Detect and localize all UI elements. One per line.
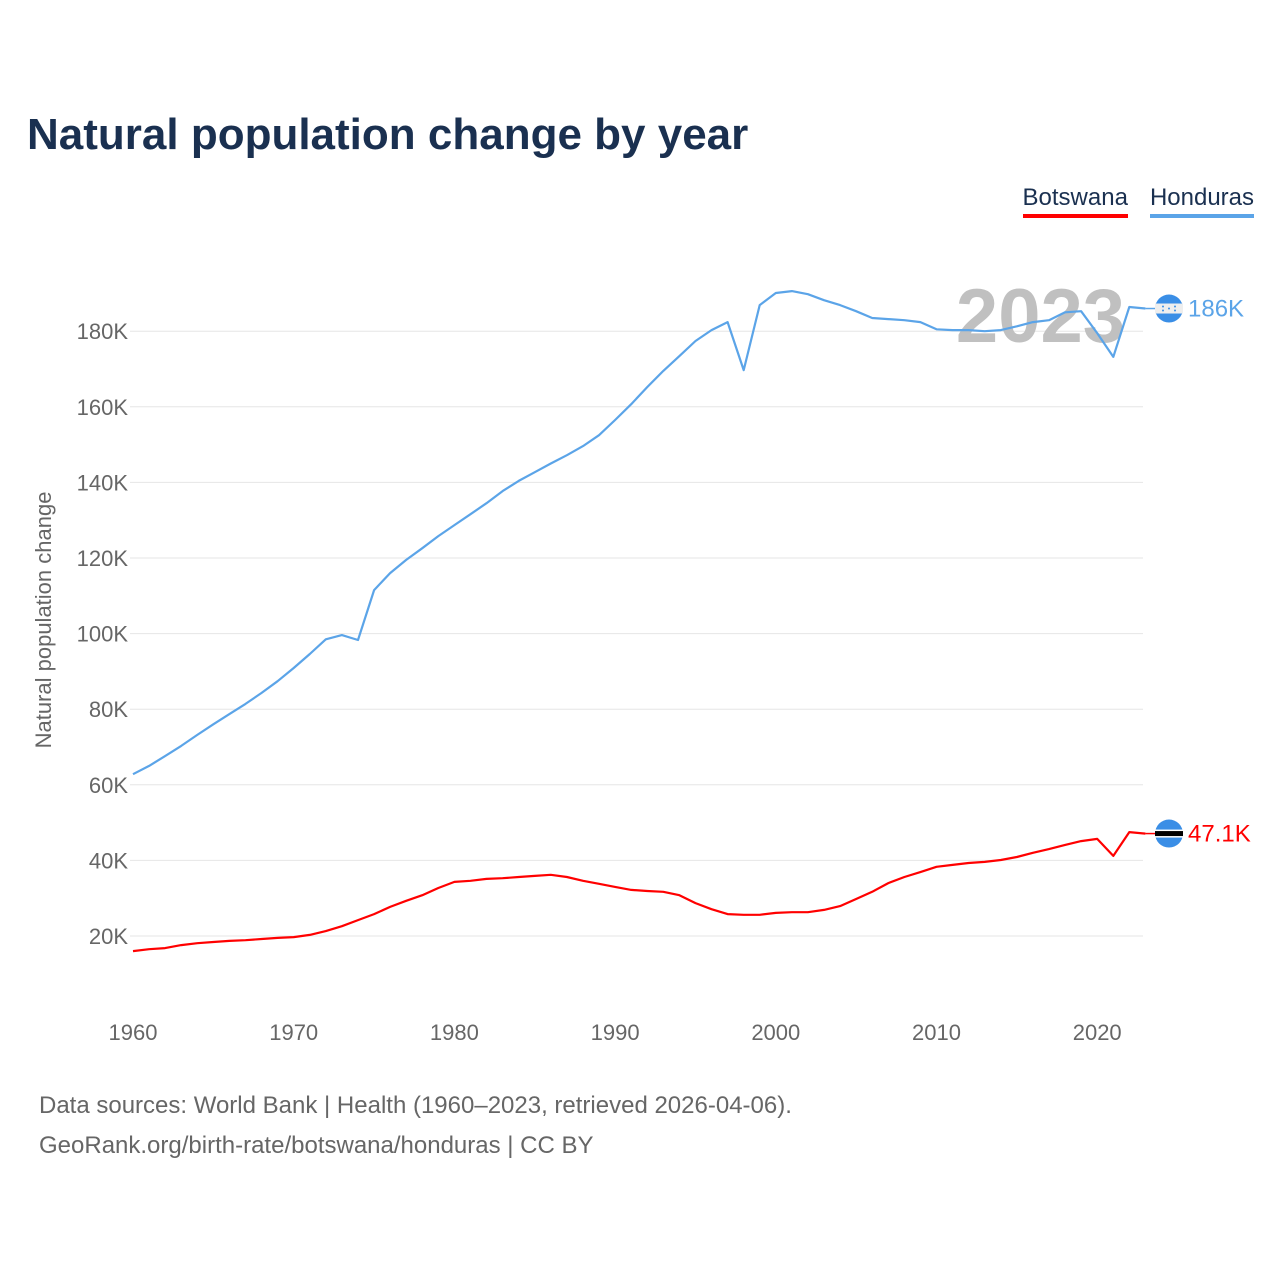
source-link[interactable]: GeoRank.org/birth-rate/botswana/honduras… bbox=[39, 1132, 594, 1159]
y-axis-label: Natural population change bbox=[31, 492, 56, 749]
legend-item-honduras[interactable]: Honduras bbox=[1149, 184, 1254, 218]
x-tick-label: 1990 bbox=[591, 1020, 640, 1045]
y-tick-label: 140K bbox=[77, 470, 129, 495]
end-value-label: 186K bbox=[1188, 296, 1244, 323]
legend-item-botswana[interactable]: Botswana bbox=[1022, 184, 1128, 218]
x-tick-label: 2020 bbox=[1073, 1020, 1122, 1045]
x-tick-label: 1970 bbox=[269, 1020, 318, 1045]
x-tick-label: 1960 bbox=[109, 1020, 158, 1045]
x-tick-label: 1980 bbox=[430, 1020, 479, 1045]
flag-star bbox=[1168, 307, 1170, 310]
y-tick-label: 120K bbox=[77, 546, 129, 571]
y-tick-label: 20K bbox=[89, 924, 128, 949]
flag-star bbox=[1174, 305, 1176, 308]
y-tick-label: 100K bbox=[77, 622, 129, 647]
x-tick-label: 2000 bbox=[751, 1020, 800, 1045]
y-tick-label: 40K bbox=[89, 848, 128, 873]
y-tick-label: 60K bbox=[89, 773, 128, 798]
chart-title: Natural population change by year bbox=[27, 110, 749, 159]
data-source-note: Data sources: World Bank | Health (1960–… bbox=[39, 1092, 792, 1119]
flag-star bbox=[1162, 309, 1164, 312]
y-tick-label: 160K bbox=[77, 395, 129, 420]
year-watermark: 2023 bbox=[956, 274, 1125, 359]
flag-stripe bbox=[1155, 831, 1183, 837]
y-tick-label: 180K bbox=[77, 319, 129, 344]
flag-star bbox=[1162, 305, 1164, 308]
y-tick-label: 80K bbox=[89, 697, 128, 722]
legend: Botswana Honduras bbox=[1022, 184, 1254, 218]
flag-star bbox=[1174, 309, 1176, 312]
footer: Data sources: World Bank | Health (1960–… bbox=[39, 1086, 792, 1166]
end-value-label: 47.1K bbox=[1188, 821, 1251, 848]
series-line-honduras bbox=[132, 290, 1146, 776]
series-line-botswana bbox=[132, 830, 1146, 953]
x-tick-label: 2010 bbox=[912, 1020, 961, 1045]
